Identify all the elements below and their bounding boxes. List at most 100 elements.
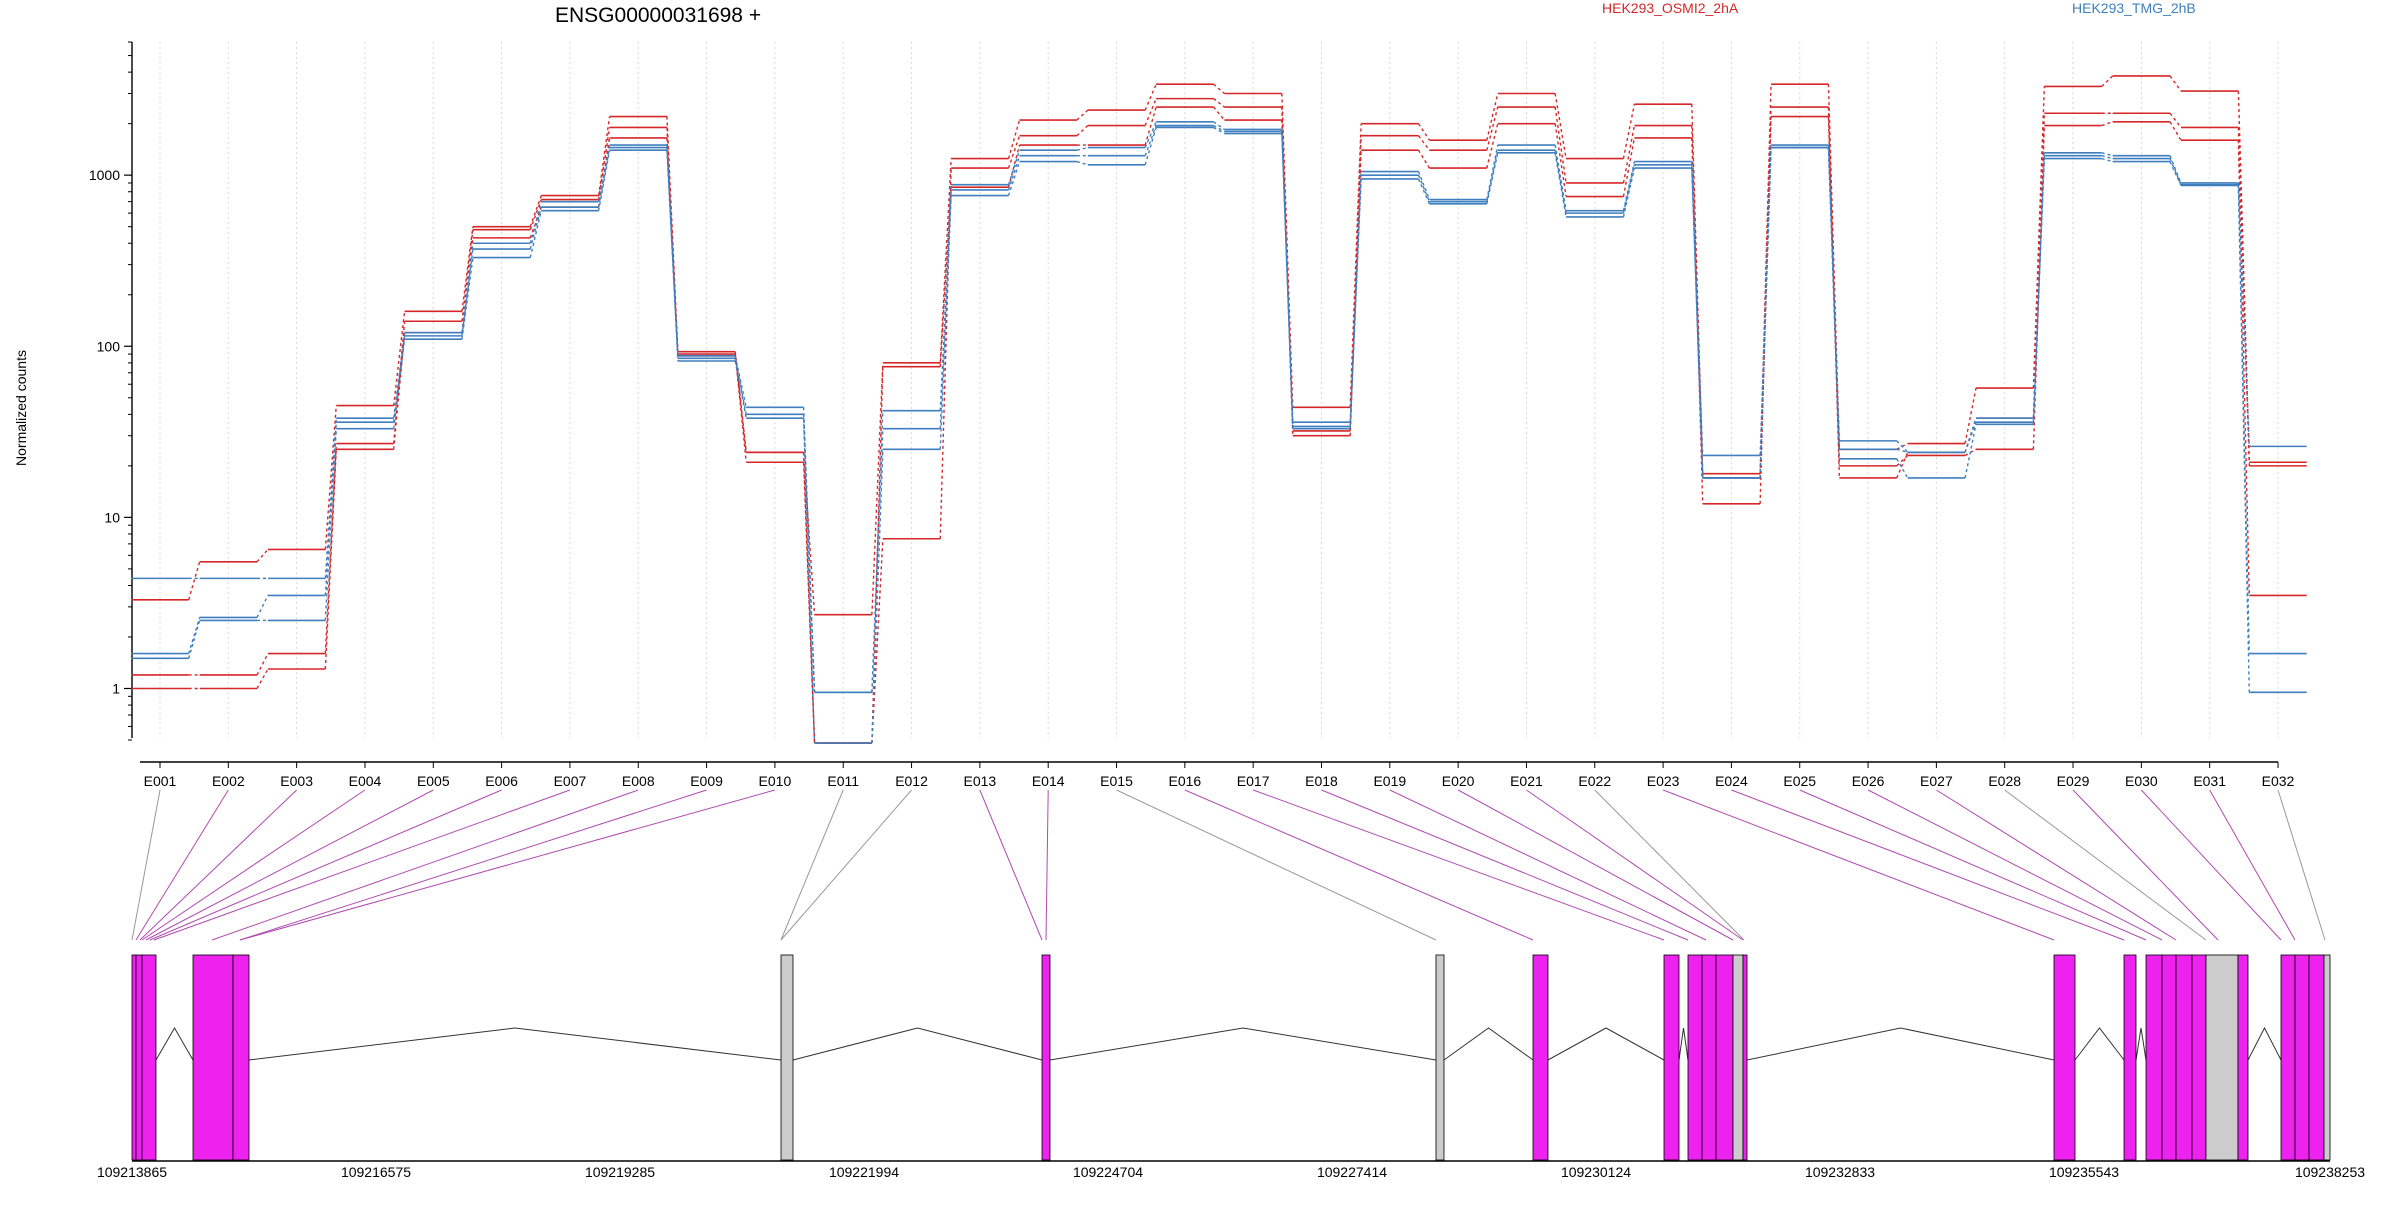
exon-mapping-lines [131, 789, 2326, 941]
series-connector [1007, 119, 1021, 159]
intron-line [1547, 1027, 1665, 1061]
series-connector [461, 229, 474, 322]
genomic-coordinate-label: 109213865 [97, 1164, 167, 1180]
exon-mapping-line [139, 789, 297, 941]
series-connector [1691, 168, 1704, 478]
x-tick-label: E023 [1647, 773, 1680, 789]
exon-mapping-line [1936, 789, 2177, 941]
intron-line [1049, 1027, 1437, 1061]
series-connector [1212, 106, 1226, 121]
y-tick-label: 10 [104, 509, 120, 525]
x-tick-label: E012 [895, 773, 928, 789]
series-connector [802, 418, 816, 744]
series-connector [1896, 452, 1909, 479]
series-connector [597, 137, 611, 208]
exon-mapping-line [141, 789, 366, 941]
series-connector [1076, 125, 1089, 137]
exon-block [131, 954, 137, 1161]
series-connector [188, 561, 201, 600]
intron-line [1443, 1027, 1534, 1061]
exon-block [2191, 954, 2207, 1161]
x-tick-label: E026 [1852, 773, 1885, 789]
exon-block [1435, 954, 1445, 1161]
exon-mapping-line [2140, 789, 2282, 941]
series-connector [2101, 152, 2113, 157]
exon-mapping-line [1045, 789, 1049, 941]
exon-mapping-line [239, 789, 707, 941]
series-connector [1213, 98, 1225, 108]
x-tick-label: E006 [485, 773, 518, 789]
series-connector [1896, 454, 1909, 467]
x-tick-label: E019 [1373, 773, 1406, 789]
x-tick-label: E014 [1032, 773, 1065, 789]
exon-mapping-line [2277, 789, 2326, 941]
series-connector [1827, 144, 1841, 441]
exon-mapping-line [2209, 789, 2296, 941]
series-connector [597, 147, 611, 208]
series-connector [1964, 424, 1977, 479]
x-tick-label: E024 [1715, 773, 1748, 789]
series-connector [871, 362, 884, 615]
intron-line [2135, 1027, 2147, 1061]
y-axis-label: Normalized counts [13, 350, 29, 466]
exon-block [1532, 954, 1549, 1161]
exon-block [2323, 954, 2331, 1161]
series-layer [131, 75, 2307, 744]
y-tick-label: 1 [112, 680, 120, 696]
series-4 [131, 121, 2307, 694]
series-connector [2237, 185, 2251, 693]
series-connector [666, 150, 679, 362]
series-connector [1213, 124, 1225, 133]
legend-entry-osmi2: HEK293_OSMI2_2hA [1602, 0, 1739, 16]
exon-mapping-line [2004, 789, 2207, 941]
series-connector [2169, 158, 2182, 185]
series-connector [1349, 123, 1362, 408]
series-connector [939, 158, 952, 363]
series-connector [871, 428, 884, 693]
exon-block [2280, 954, 2296, 1161]
genomic-coordinate-label: 109221994 [829, 1164, 899, 1180]
series-connector [1622, 161, 1636, 211]
series-connector [1417, 149, 1431, 169]
series-connector [256, 668, 269, 689]
x-tick-label: E017 [1237, 773, 1270, 789]
series-connector [1691, 164, 1704, 478]
x-tick-label: E020 [1442, 773, 1475, 789]
series-connector [1417, 178, 1431, 205]
series-connector [529, 201, 542, 244]
x-tick-label: E004 [349, 773, 382, 789]
series-connector [1622, 164, 1636, 214]
exon-mapping-line [1731, 789, 2125, 941]
series-connector [1759, 144, 1772, 456]
series-connector [1622, 167, 1636, 218]
x-tick-label: E005 [417, 773, 450, 789]
exon-block [1732, 954, 1744, 1161]
x-tick-label: E013 [964, 773, 997, 789]
intron-line [792, 1027, 1043, 1061]
exon-block [2205, 954, 2239, 1161]
series-connector [734, 354, 747, 463]
chart-title: ENSG00000031698 + [555, 4, 761, 27]
series-connector [1144, 83, 1157, 111]
series-connector [1213, 126, 1225, 135]
exon-mapping-line [153, 789, 571, 941]
exon-block [1041, 954, 1051, 1161]
x-tick-label: E029 [2057, 773, 2090, 789]
x-tick-label: E031 [2193, 773, 2226, 789]
series-connector [1486, 123, 1499, 169]
series-connector [2237, 140, 2251, 596]
series-connector [1896, 448, 1908, 453]
exon-block [1715, 954, 1734, 1161]
series-connector [1896, 458, 1909, 479]
x-tick-label: E022 [1578, 773, 1611, 789]
y-tick-label: 100 [97, 338, 121, 354]
intron-line [1746, 1027, 2055, 1061]
series-connector [2032, 86, 2046, 389]
series-connector [2169, 155, 2182, 184]
series-connector [1144, 127, 1157, 165]
x-tick-label: E003 [280, 773, 313, 789]
exon-block [2145, 954, 2163, 1161]
exon-mapping-line [211, 789, 639, 941]
series-connector [871, 449, 884, 744]
